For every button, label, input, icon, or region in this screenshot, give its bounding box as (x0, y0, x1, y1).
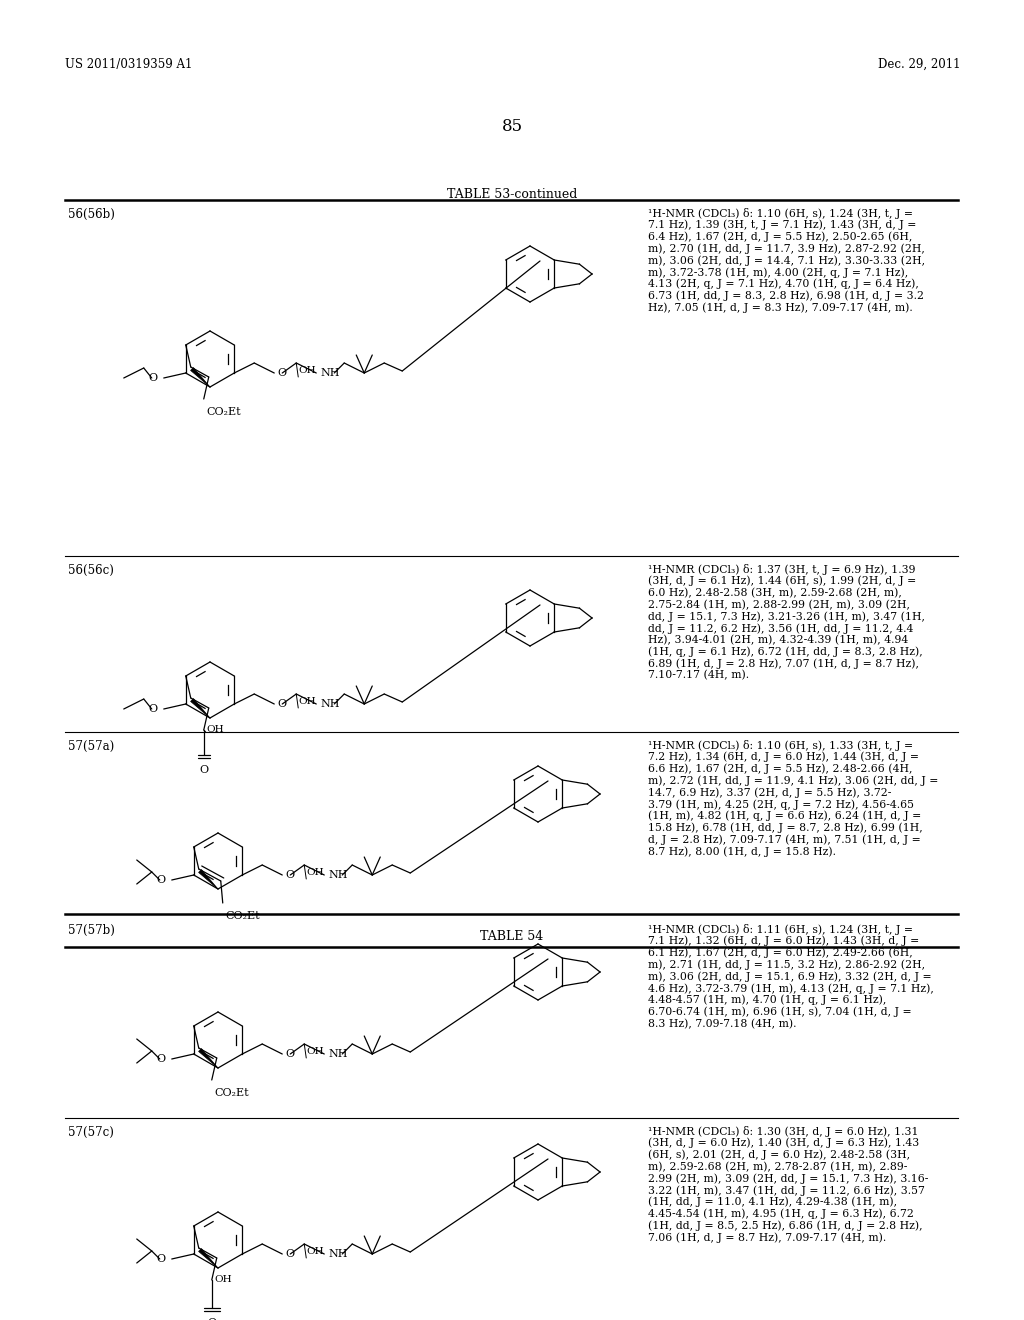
Text: 57(57c): 57(57c) (68, 1126, 114, 1139)
Text: 7.06 (1H, d, J = 8.7 Hz), 7.09-7.17 (4H, m).: 7.06 (1H, d, J = 8.7 Hz), 7.09-7.17 (4H,… (648, 1232, 886, 1242)
Text: ¹H-NMR (CDCl₃) δ: 1.11 (6H, s), 1.24 (3H, t, J =: ¹H-NMR (CDCl₃) δ: 1.11 (6H, s), 1.24 (3H… (648, 924, 913, 935)
Text: OH: OH (306, 869, 324, 876)
Text: d, J = 2.8 Hz), 7.09-7.17 (4H, m), 7.51 (1H, d, J =: d, J = 2.8 Hz), 7.09-7.17 (4H, m), 7.51 … (648, 834, 921, 845)
Polygon shape (190, 367, 210, 387)
Text: 85: 85 (502, 117, 522, 135)
Text: 57(57b): 57(57b) (68, 924, 115, 937)
Text: (1H, dd, J = 8.5, 2.5 Hz), 6.86 (1H, d, J = 2.8 Hz),: (1H, dd, J = 8.5, 2.5 Hz), 6.86 (1H, d, … (648, 1221, 923, 1232)
Text: 6.73 (1H, dd, J = 8.3, 2.8 Hz), 6.98 (1H, d, J = 3.2: 6.73 (1H, dd, J = 8.3, 2.8 Hz), 6.98 (1H… (648, 290, 924, 301)
Text: 8.3 Hz), 7.09-7.18 (4H, m).: 8.3 Hz), 7.09-7.18 (4H, m). (648, 1019, 797, 1028)
Text: Hz), 7.05 (1H, d, J = 8.3 Hz), 7.09-7.17 (4H, m).: Hz), 7.05 (1H, d, J = 8.3 Hz), 7.09-7.17… (648, 302, 912, 313)
Text: 56(56b): 56(56b) (68, 209, 115, 220)
Text: CO₂Et: CO₂Et (215, 1088, 250, 1098)
Text: O: O (148, 704, 158, 714)
Text: 7.1 Hz), 1.39 (3H, t, J = 7.1 Hz), 1.43 (3H, d, J =: 7.1 Hz), 1.39 (3H, t, J = 7.1 Hz), 1.43 … (648, 220, 916, 231)
Text: m), 2.70 (1H, dd, J = 11.7, 3.9 Hz), 2.87-2.92 (2H,: m), 2.70 (1H, dd, J = 11.7, 3.9 Hz), 2.8… (648, 243, 925, 253)
Text: 7.2 Hz), 1.34 (6H, d, J = 6.0 Hz), 1.44 (3H, d, J =: 7.2 Hz), 1.34 (6H, d, J = 6.0 Hz), 1.44 … (648, 752, 919, 763)
Text: 14.7, 6.9 Hz), 3.37 (2H, d, J = 5.5 Hz), 3.72-: 14.7, 6.9 Hz), 3.37 (2H, d, J = 5.5 Hz),… (648, 787, 891, 797)
Text: ¹H-NMR (CDCl₃) δ: 1.10 (6H, s), 1.33 (3H, t, J =: ¹H-NMR (CDCl₃) δ: 1.10 (6H, s), 1.33 (3H… (648, 741, 913, 751)
Text: OH: OH (306, 1047, 324, 1056)
Text: ¹H-NMR (CDCl₃) δ: 1.30 (3H, d, J = 6.0 Hz), 1.31: ¹H-NMR (CDCl₃) δ: 1.30 (3H, d, J = 6.0 H… (648, 1126, 919, 1137)
Text: (3H, d, J = 6.0 Hz), 1.40 (3H, d, J = 6.3 Hz), 1.43: (3H, d, J = 6.0 Hz), 1.40 (3H, d, J = 6.… (648, 1138, 920, 1148)
Text: 15.8 Hz), 6.78 (1H, dd, J = 8.7, 2.8 Hz), 6.99 (1H,: 15.8 Hz), 6.78 (1H, dd, J = 8.7, 2.8 Hz)… (648, 822, 923, 833)
Text: 6.89 (1H, d, J = 2.8 Hz), 7.07 (1H, d, J = 8.7 Hz),: 6.89 (1H, d, J = 2.8 Hz), 7.07 (1H, d, J… (648, 659, 919, 669)
Polygon shape (199, 870, 218, 888)
Text: NH: NH (329, 1249, 348, 1259)
Text: m), 2.71 (1H, dd, J = 11.5, 3.2 Hz), 2.86-2.92 (2H,: m), 2.71 (1H, dd, J = 11.5, 3.2 Hz), 2.8… (648, 960, 925, 970)
Text: 4.6 Hz), 3.72-3.79 (1H, m), 4.13 (2H, q, J = 7.1 Hz),: 4.6 Hz), 3.72-3.79 (1H, m), 4.13 (2H, q,… (648, 983, 934, 994)
Text: US 2011/0319359 A1: US 2011/0319359 A1 (65, 58, 193, 71)
Text: 4.13 (2H, q, J = 7.1 Hz), 4.70 (1H, q, J = 6.4 Hz),: 4.13 (2H, q, J = 7.1 Hz), 4.70 (1H, q, J… (648, 279, 919, 289)
Text: m), 3.06 (2H, dd, J = 14.4, 7.1 Hz), 3.30-3.33 (2H,: m), 3.06 (2H, dd, J = 14.4, 7.1 Hz), 3.3… (648, 255, 925, 265)
Text: 3.22 (1H, m), 3.47 (1H, dd, J = 11.2, 6.6 Hz), 3.57: 3.22 (1H, m), 3.47 (1H, dd, J = 11.2, 6.… (648, 1185, 925, 1196)
Text: Hz), 3.94-4.01 (2H, m), 4.32-4.39 (1H, m), 4.94: Hz), 3.94-4.01 (2H, m), 4.32-4.39 (1H, m… (648, 635, 908, 645)
Text: NH: NH (321, 700, 340, 709)
Text: m), 2.72 (1H, dd, J = 11.9, 4.1 Hz), 3.06 (2H, dd, J =: m), 2.72 (1H, dd, J = 11.9, 4.1 Hz), 3.0… (648, 775, 938, 785)
Text: (3H, d, J = 6.1 Hz), 1.44 (6H, s), 1.99 (2H, d, J =: (3H, d, J = 6.1 Hz), 1.44 (6H, s), 1.99 … (648, 576, 916, 586)
Text: O: O (278, 700, 287, 709)
Text: OH: OH (306, 1247, 324, 1257)
Text: OH: OH (298, 366, 315, 375)
Text: CO₂Et: CO₂Et (225, 911, 260, 921)
Text: m), 3.72-3.78 (1H, m), 4.00 (2H, q, J = 7.1 Hz),: m), 3.72-3.78 (1H, m), 4.00 (2H, q, J = … (648, 267, 908, 277)
Text: O: O (200, 766, 208, 775)
Text: O: O (157, 1254, 166, 1265)
Text: 2.99 (2H, m), 3.09 (2H, dd, J = 15.1, 7.3 Hz), 3.16-: 2.99 (2H, m), 3.09 (2H, dd, J = 15.1, 7.… (648, 1173, 929, 1184)
Text: TABLE 54: TABLE 54 (480, 931, 544, 942)
Text: OH: OH (207, 726, 224, 734)
Text: ¹H-NMR (CDCl₃) δ: 1.37 (3H, t, J = 6.9 Hz), 1.39: ¹H-NMR (CDCl₃) δ: 1.37 (3H, t, J = 6.9 H… (648, 564, 915, 576)
Text: O: O (207, 1317, 216, 1320)
Text: Dec. 29, 2011: Dec. 29, 2011 (878, 58, 961, 71)
Text: NH: NH (321, 368, 340, 378)
Text: 3.79 (1H, m), 4.25 (2H, q, J = 7.2 Hz), 4.56-4.65: 3.79 (1H, m), 4.25 (2H, q, J = 7.2 Hz), … (648, 799, 914, 809)
Text: O: O (157, 875, 166, 884)
Text: O: O (157, 1053, 166, 1064)
Text: 6.6 Hz), 1.67 (2H, d, J = 5.5 Hz), 2.48-2.66 (4H,: 6.6 Hz), 1.67 (2H, d, J = 5.5 Hz), 2.48-… (648, 763, 912, 774)
Text: 6.0 Hz), 2.48-2.58 (3H, m), 2.59-2.68 (2H, m),: 6.0 Hz), 2.48-2.58 (3H, m), 2.59-2.68 (2… (648, 587, 902, 598)
Text: (1H, dd, J = 11.0, 4.1 Hz), 4.29-4.38 (1H, m),: (1H, dd, J = 11.0, 4.1 Hz), 4.29-4.38 (1… (648, 1197, 897, 1208)
Text: 4.45-4.54 (1H, m), 4.95 (1H, q, J = 6.3 Hz), 6.72: 4.45-4.54 (1H, m), 4.95 (1H, q, J = 6.3 … (648, 1209, 913, 1220)
Polygon shape (190, 698, 210, 718)
Text: OH: OH (215, 1275, 232, 1284)
Text: 6.1 Hz), 1.67 (2H, d, J = 6.0 Hz), 2.49-2.66 (6H,: 6.1 Hz), 1.67 (2H, d, J = 6.0 Hz), 2.49-… (648, 948, 912, 958)
Text: O: O (148, 374, 158, 383)
Text: O: O (286, 870, 294, 880)
Text: OH: OH (298, 697, 315, 706)
Text: dd, J = 15.1, 7.3 Hz), 3.21-3.26 (1H, m), 3.47 (1H,: dd, J = 15.1, 7.3 Hz), 3.21-3.26 (1H, m)… (648, 611, 925, 622)
Text: (6H, s), 2.01 (2H, d, J = 6.0 Hz), 2.48-2.58 (3H,: (6H, s), 2.01 (2H, d, J = 6.0 Hz), 2.48-… (648, 1150, 910, 1160)
Text: NH: NH (329, 870, 348, 880)
Polygon shape (199, 1048, 218, 1068)
Text: CO₂Et: CO₂Et (207, 407, 242, 417)
Text: NH: NH (329, 1049, 348, 1059)
Text: 2.75-2.84 (1H, m), 2.88-2.99 (2H, m), 3.09 (2H,: 2.75-2.84 (1H, m), 2.88-2.99 (2H, m), 3.… (648, 599, 910, 610)
Text: O: O (278, 368, 287, 378)
Text: TABLE 53-continued: TABLE 53-continued (446, 187, 578, 201)
Text: dd, J = 11.2, 6.2 Hz), 3.56 (1H, dd, J = 11.2, 4.4: dd, J = 11.2, 6.2 Hz), 3.56 (1H, dd, J =… (648, 623, 913, 634)
Polygon shape (199, 1249, 218, 1269)
Text: 57(57a): 57(57a) (68, 741, 115, 752)
Text: O: O (286, 1049, 294, 1059)
Text: O: O (286, 1249, 294, 1259)
Text: 7.1 Hz), 1.32 (6H, d, J = 6.0 Hz), 1.43 (3H, d, J =: 7.1 Hz), 1.32 (6H, d, J = 6.0 Hz), 1.43 … (648, 936, 920, 946)
Text: 6.4 Hz), 1.67 (2H, d, J = 5.5 Hz), 2.50-2.65 (6H,: 6.4 Hz), 1.67 (2H, d, J = 5.5 Hz), 2.50-… (648, 231, 912, 242)
Text: (1H, m), 4.82 (1H, q, J = 6.6 Hz), 6.24 (1H, d, J =: (1H, m), 4.82 (1H, q, J = 6.6 Hz), 6.24 … (648, 810, 922, 821)
Text: ¹H-NMR (CDCl₃) δ: 1.10 (6H, s), 1.24 (3H, t, J =: ¹H-NMR (CDCl₃) δ: 1.10 (6H, s), 1.24 (3H… (648, 209, 913, 219)
Text: m), 2.59-2.68 (2H, m), 2.78-2.87 (1H, m), 2.89-: m), 2.59-2.68 (2H, m), 2.78-2.87 (1H, m)… (648, 1162, 907, 1172)
Text: 6.70-6.74 (1H, m), 6.96 (1H, s), 7.04 (1H, d, J =: 6.70-6.74 (1H, m), 6.96 (1H, s), 7.04 (1… (648, 1007, 911, 1018)
Text: 56(56c): 56(56c) (68, 564, 114, 577)
Text: 4.48-4.57 (1H, m), 4.70 (1H, q, J = 6.1 Hz),: 4.48-4.57 (1H, m), 4.70 (1H, q, J = 6.1 … (648, 995, 887, 1006)
Text: 7.10-7.17 (4H, m).: 7.10-7.17 (4H, m). (648, 671, 750, 681)
Text: (1H, q, J = 6.1 Hz), 6.72 (1H, dd, J = 8.3, 2.8 Hz),: (1H, q, J = 6.1 Hz), 6.72 (1H, dd, J = 8… (648, 647, 923, 657)
Text: 8.7 Hz), 8.00 (1H, d, J = 15.8 Hz).: 8.7 Hz), 8.00 (1H, d, J = 15.8 Hz). (648, 846, 836, 857)
Text: m), 3.06 (2H, dd, J = 15.1, 6.9 Hz), 3.32 (2H, d, J =: m), 3.06 (2H, dd, J = 15.1, 6.9 Hz), 3.3… (648, 972, 932, 982)
